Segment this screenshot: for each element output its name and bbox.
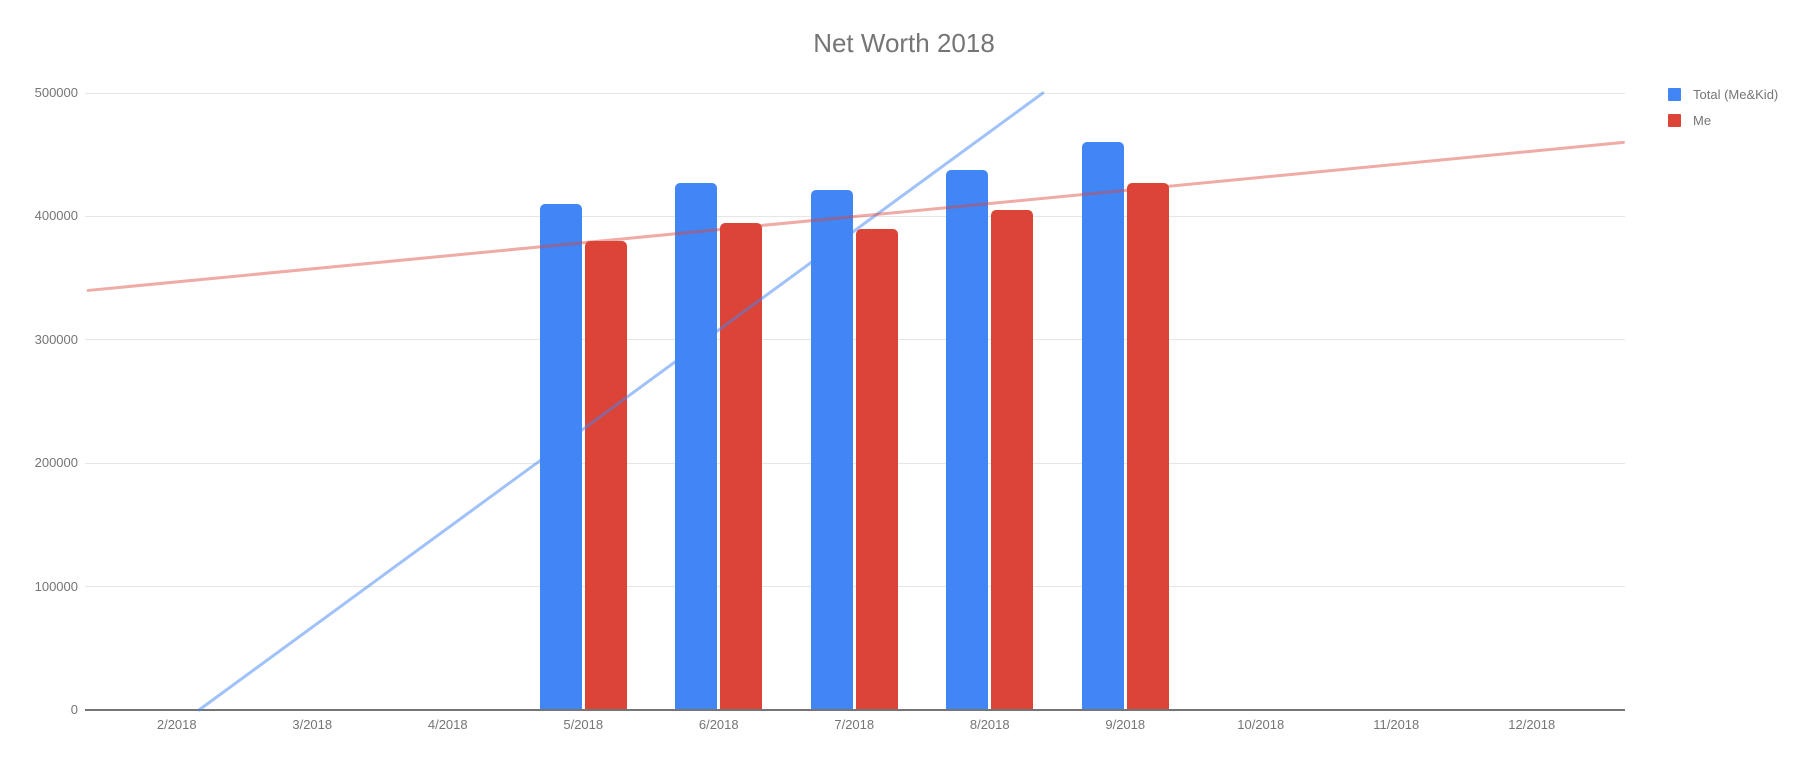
y-tick-label: 500000 bbox=[34, 85, 78, 100]
x-axis-line bbox=[85, 709, 1625, 711]
gridline bbox=[85, 339, 1625, 341]
legend-item-me[interactable]: Me bbox=[1668, 113, 1778, 128]
x-tick-label: 12/2018 bbox=[1508, 717, 1556, 732]
legend-label: Total (Me&Kid) bbox=[1693, 87, 1779, 102]
me-trendline bbox=[86, 140, 1625, 292]
chart-title: Net Worth 2018 bbox=[813, 28, 995, 58]
x-tick-label: 10/2018 bbox=[1237, 717, 1285, 732]
bar-me-5-2018[interactable] bbox=[584, 241, 627, 710]
legend-swatch bbox=[1668, 88, 1681, 101]
x-tick-label: 9/2018 bbox=[1105, 717, 1146, 732]
x-tick-label: 2/2018 bbox=[156, 717, 197, 732]
y-tick-label: 400000 bbox=[34, 208, 78, 224]
y-tick-label: 100000 bbox=[34, 578, 78, 594]
bar-total-me-kid--9-2018[interactable] bbox=[1081, 142, 1124, 710]
legend: Total (Me&Kid) Me bbox=[1668, 87, 1778, 128]
bar-me-9-2018[interactable] bbox=[1126, 183, 1169, 710]
gridline bbox=[85, 586, 1625, 588]
y-tick-label: 200000 bbox=[34, 455, 78, 471]
bar-total-me-kid--6-2018[interactable] bbox=[675, 183, 718, 710]
y-tick-label: 300000 bbox=[34, 331, 78, 347]
x-tick-label: 8/2018 bbox=[969, 717, 1010, 732]
gridline bbox=[85, 462, 1625, 464]
x-axis-labels: 2/2018 3/2018 4/2018 5/2018 6/2018 7/2018 8/20… bbox=[85, 717, 1625, 737]
y-tick-label: 0 bbox=[70, 702, 78, 717]
x-tick-label: 3/2018 bbox=[292, 717, 333, 732]
y-axis-labels: 0 100000 200000 300000 400000 500000 bbox=[0, 85, 78, 717]
x-tick-label: 6/2018 bbox=[698, 717, 739, 732]
bar-total-me-kid--8-2018[interactable] bbox=[946, 169, 989, 710]
legend-item-total-me-kid-[interactable]: Total (Me&Kid) bbox=[1668, 87, 1778, 102]
bar-me-8-2018[interactable] bbox=[991, 210, 1034, 710]
bar-me-7-2018[interactable] bbox=[855, 228, 898, 710]
legend-swatch bbox=[1668, 114, 1681, 127]
legend-label: Me bbox=[1693, 113, 1712, 128]
bar-total-me-kid--7-2018[interactable] bbox=[810, 190, 853, 710]
x-tick-label: 11/2018 bbox=[1373, 717, 1420, 732]
plot-area bbox=[85, 91, 1625, 712]
x-tick-label: 4/2018 bbox=[427, 717, 468, 732]
total-trendline bbox=[197, 91, 1045, 712]
trendlines-layer bbox=[86, 91, 1625, 712]
gridline bbox=[85, 92, 1625, 94]
x-tick-label: 5/2018 bbox=[563, 717, 604, 732]
x-tick-label: 7/2018 bbox=[834, 717, 875, 732]
gridline bbox=[85, 215, 1625, 217]
